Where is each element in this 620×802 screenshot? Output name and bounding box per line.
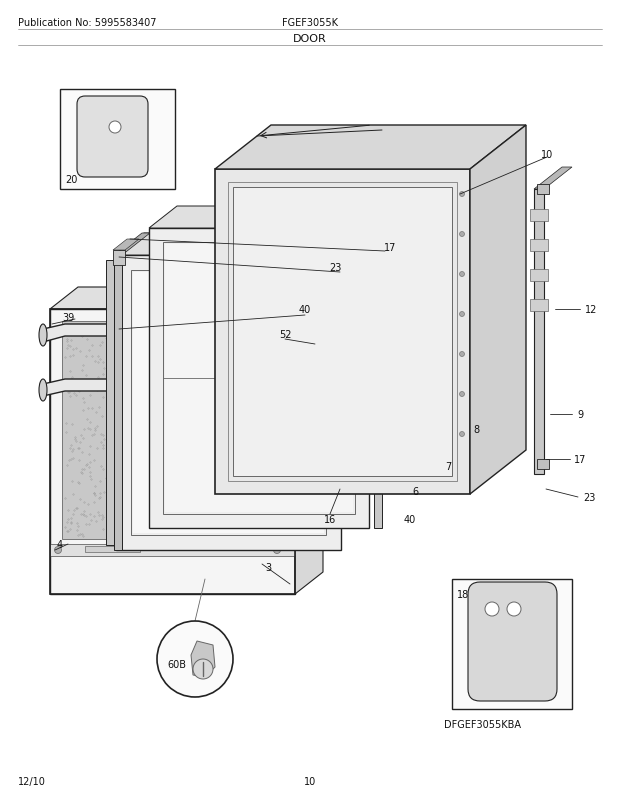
Polygon shape [116,256,341,550]
Circle shape [109,122,121,134]
Text: 6: 6 [412,486,418,496]
Polygon shape [530,210,548,221]
Polygon shape [537,184,549,195]
Ellipse shape [39,325,47,346]
Text: 4: 4 [57,539,63,549]
Polygon shape [215,126,526,170]
Polygon shape [530,269,548,282]
Circle shape [459,352,464,357]
Polygon shape [50,288,323,310]
Polygon shape [114,256,122,550]
Polygon shape [530,240,548,252]
Text: 10: 10 [541,150,553,160]
Polygon shape [233,188,452,476]
Circle shape [459,432,464,437]
Polygon shape [452,579,572,709]
Text: FGEF3055K: FGEF3055K [282,18,338,28]
Polygon shape [374,229,382,529]
Text: 17: 17 [574,455,586,464]
Polygon shape [113,240,139,251]
Text: 8: 8 [473,424,479,435]
Polygon shape [215,170,470,494]
Circle shape [459,192,464,197]
Circle shape [485,602,499,616]
Circle shape [459,272,464,277]
Circle shape [459,392,464,397]
Circle shape [507,602,521,616]
Polygon shape [106,261,114,545]
Text: 17: 17 [384,243,396,253]
Text: 23: 23 [329,263,341,273]
Text: 39: 39 [62,313,74,322]
Ellipse shape [39,379,47,402]
Polygon shape [165,245,353,512]
Circle shape [459,233,464,237]
Text: 20: 20 [65,175,78,184]
Polygon shape [537,460,549,469]
Polygon shape [374,207,410,229]
Polygon shape [60,90,175,190]
Circle shape [157,622,233,697]
Circle shape [55,547,61,554]
Text: 9: 9 [577,410,583,419]
Text: 52: 52 [279,330,291,339]
Text: 3: 3 [265,562,271,573]
FancyBboxPatch shape [77,97,148,178]
Polygon shape [191,642,215,677]
Text: 12/10: 12/10 [18,776,46,786]
Polygon shape [295,288,323,594]
Polygon shape [116,233,369,256]
Polygon shape [43,379,242,396]
Text: 12: 12 [585,305,597,314]
Text: 40: 40 [404,514,416,525]
Text: 10: 10 [304,776,316,786]
Polygon shape [50,545,295,557]
Polygon shape [311,288,319,573]
Polygon shape [85,546,140,553]
Text: DOOR: DOOR [293,34,327,44]
Circle shape [459,312,464,317]
Text: 7: 7 [445,461,451,472]
Polygon shape [50,310,295,594]
Text: 16: 16 [324,514,336,525]
Text: Publication No: 5995583407: Publication No: 5995583407 [18,18,156,28]
Polygon shape [43,325,242,342]
Polygon shape [113,251,125,265]
Circle shape [273,547,280,554]
Polygon shape [534,190,544,475]
Text: 23: 23 [583,492,595,502]
Text: DFGEF3055KBA: DFGEF3055KBA [444,719,521,729]
Polygon shape [149,229,369,529]
Polygon shape [534,168,572,190]
Text: 40: 40 [299,305,311,314]
Polygon shape [470,126,526,494]
Text: 18: 18 [457,589,469,599]
Polygon shape [62,322,283,539]
Polygon shape [149,207,397,229]
Polygon shape [133,273,324,533]
FancyBboxPatch shape [468,582,557,701]
Polygon shape [114,233,150,256]
Polygon shape [530,300,548,312]
Circle shape [193,659,213,679]
Text: 60B: 60B [167,659,186,669]
